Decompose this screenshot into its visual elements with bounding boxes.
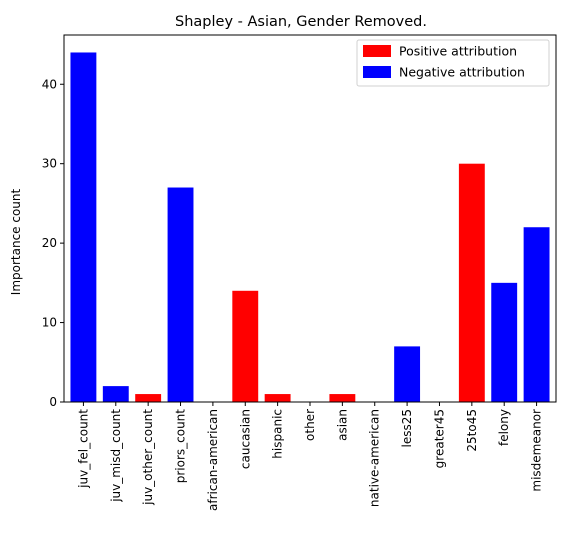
x-tick-label: felony	[497, 409, 511, 446]
y-axis-ticks: 0 10 20 30 40	[42, 77, 64, 409]
y-tick-label: 0	[49, 395, 57, 409]
legend-swatch-positive	[363, 45, 391, 57]
bar-caucasian	[232, 290, 259, 402]
bar-juv_misd_count	[102, 386, 129, 402]
chart-title: Shapley - Asian, Gender Removed.	[175, 14, 427, 30]
y-tick-label: 20	[42, 236, 57, 250]
x-tick-label: less25	[400, 409, 414, 448]
x-tick-label: juv_fel_count	[76, 409, 90, 489]
legend-box	[356, 39, 550, 87]
legend-label-positive: Positive attribution	[399, 44, 517, 59]
bar-priors_count	[167, 187, 194, 402]
x-tick-label: hispanic	[271, 409, 285, 459]
y-tick-label: 30	[42, 157, 57, 171]
bar-hispanic	[264, 394, 291, 402]
bar-25to45	[458, 163, 485, 402]
bar-misdemeanor	[523, 227, 550, 402]
bar-asian	[329, 394, 356, 402]
legend-label-negative: Negative attribution	[399, 65, 525, 80]
bar-less25	[394, 346, 421, 402]
x-tick-label: native-american	[368, 409, 382, 507]
bar-felony	[491, 282, 518, 402]
x-tick-label: misdemeanor	[530, 409, 544, 492]
x-tick-label: juv_misd_count	[109, 409, 123, 503]
x-tick-label: greater45	[432, 409, 446, 468]
y-tick-label: 10	[42, 316, 57, 330]
y-axis-label: Importance count	[9, 188, 23, 295]
bar-juv_fel_count	[70, 52, 97, 402]
legend: Positive attribution Negative attributio…	[356, 39, 550, 87]
x-tick-label: other	[303, 409, 317, 441]
bar-juv_other_count	[135, 394, 162, 402]
x-tick-label: african-american	[206, 409, 220, 511]
x-tick-label: asian	[335, 409, 349, 441]
legend-swatch-negative	[363, 66, 391, 78]
y-tick-label: 40	[42, 77, 57, 91]
x-tick-label: 25to45	[465, 409, 479, 452]
x-tick-label: juv_other_count	[141, 409, 155, 506]
x-tick-label: caucasian	[238, 409, 252, 469]
x-tick-label: priors_count	[174, 409, 188, 484]
bars	[70, 52, 550, 402]
x-axis-ticks: juv_fel_count juv_misd_count juv_other_cou…	[76, 402, 544, 511]
plot-frame	[63, 34, 557, 403]
